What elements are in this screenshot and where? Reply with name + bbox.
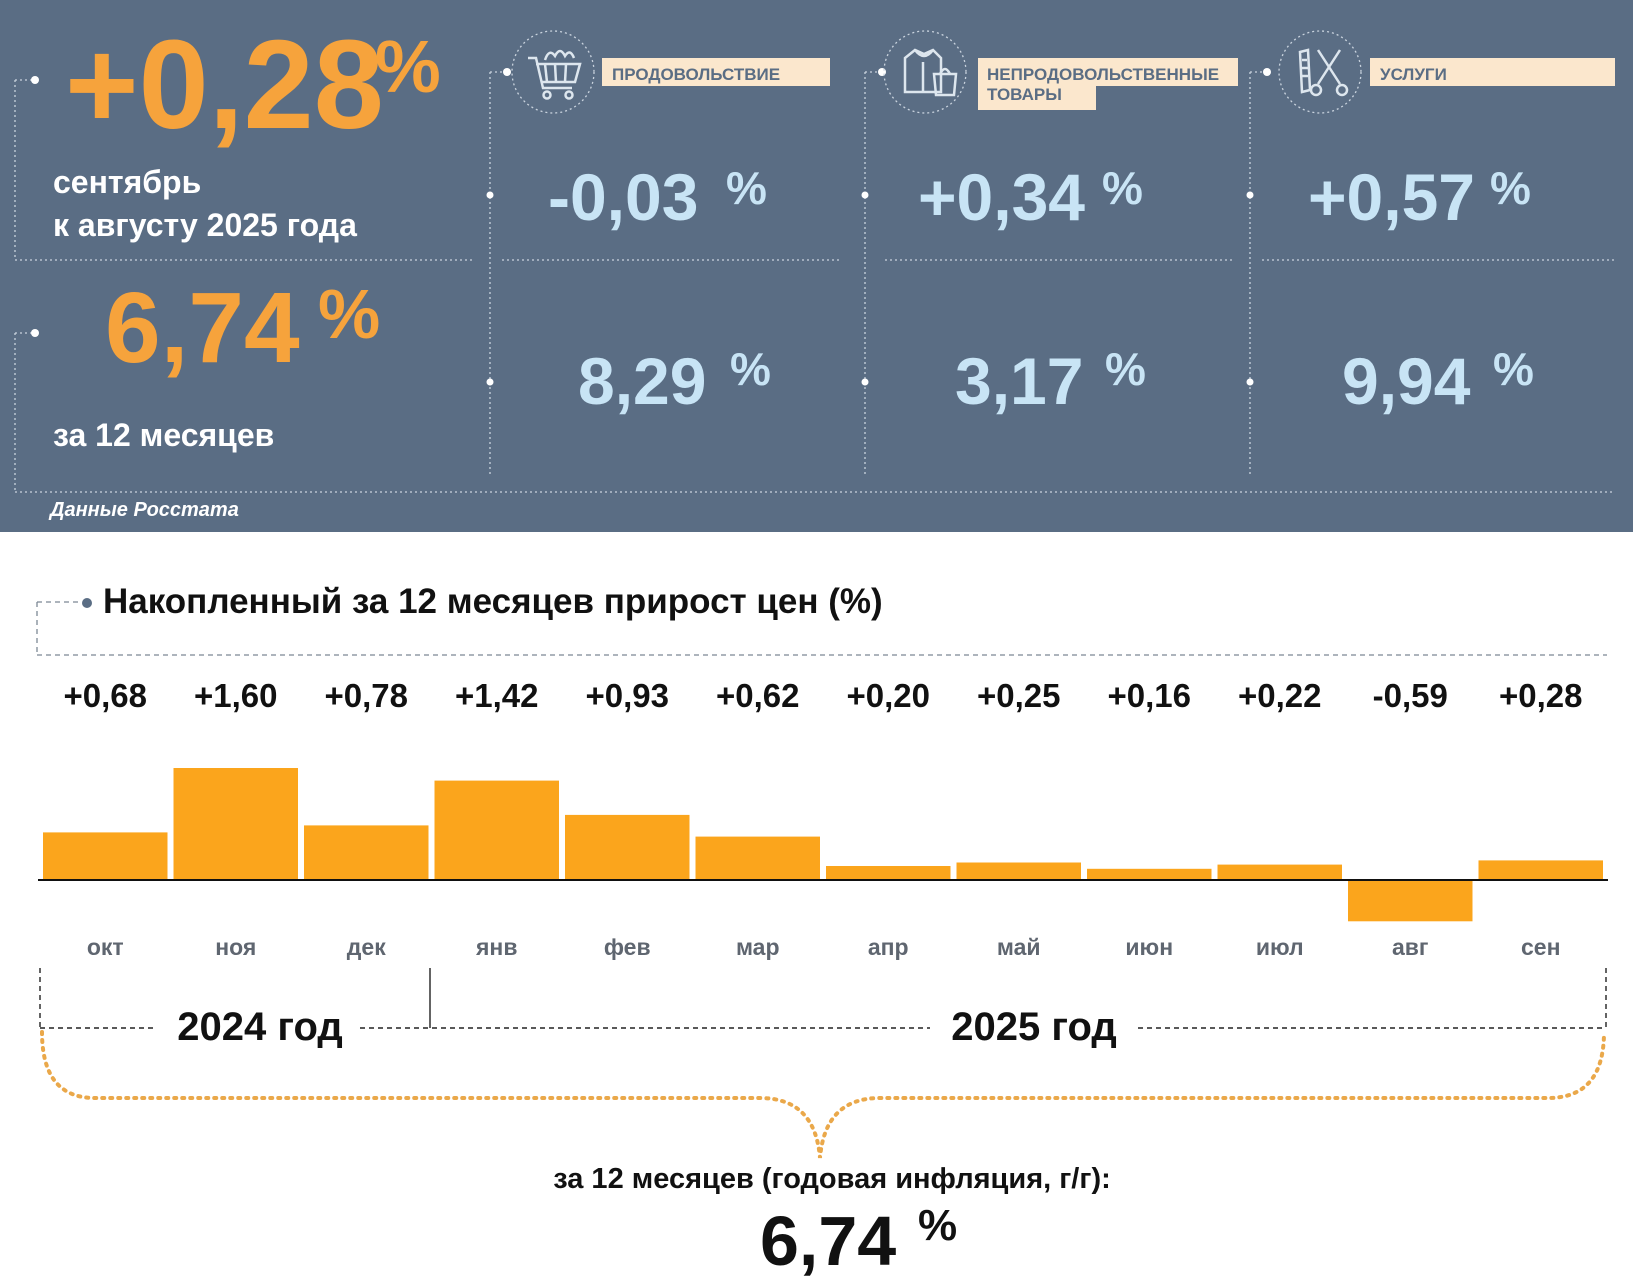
annual-caption: за 12 месяцев (53, 417, 274, 453)
month-label-дек: дек (347, 934, 386, 960)
value-label-фев: +0,93 (586, 677, 670, 714)
category-label-line2: ТОВАРЫ (987, 85, 1062, 104)
icon-ring (511, 30, 595, 114)
services-annual-value: 9,94 (1342, 344, 1471, 418)
monthly-caption-line2: к августу 2025 года (53, 207, 357, 243)
chart-title: Накопленный за 12 месяцев прирост цен (%… (103, 582, 883, 621)
month-label-ноя: ноя (215, 934, 256, 960)
annual-footer-caption: за 12 месяцев (годовая инфляция, г/г): (553, 1163, 1111, 1195)
month-label-авг: авг (1392, 934, 1429, 960)
value-label-янв: +1,42 (455, 677, 539, 714)
title-dot (82, 598, 92, 608)
month-label-сен: сен (1521, 934, 1560, 960)
bar-авг (1348, 880, 1473, 922)
monthly-inflation-value: +0,28 (65, 14, 384, 155)
panel-background (0, 0, 1633, 532)
food-monthly-value: -0,03 (548, 160, 698, 234)
month-label-окт: окт (87, 934, 124, 960)
food-annual-value: 8,29 (578, 344, 706, 418)
category-label-bg (1370, 58, 1615, 86)
value-label-дек: +0,78 (325, 677, 409, 714)
category-label-bg2 (978, 84, 1096, 110)
food-annual-unit: % (730, 343, 771, 395)
category-label: УСЛУГИ (1380, 65, 1447, 84)
value-label-июн: +0,16 (1108, 677, 1192, 714)
bar-дек (304, 825, 429, 880)
bar-июл (1217, 864, 1342, 880)
nonfood-annual-unit: % (1105, 343, 1146, 395)
frame-dots (31, 68, 1271, 386)
bar-фев (565, 814, 690, 880)
annual-footer-value: 6,74 (760, 1202, 896, 1280)
bar-июн (1087, 868, 1212, 880)
category-label-bg (978, 58, 1238, 86)
value-label-май: +0,25 (977, 677, 1061, 714)
category-nonfood: НЕПРОДОВОЛЬСТВЕННЫЕ ТОВАРЫ +0,34 % 3,17 … (883, 30, 1238, 418)
services-monthly-unit: % (1490, 162, 1531, 214)
annual-brace (40, 1030, 1606, 1159)
services-monthly-value: +0,57 (1308, 160, 1475, 234)
bar-ноя (173, 768, 298, 880)
bar-янв (434, 780, 559, 880)
value-label-июл: +0,22 (1238, 677, 1322, 714)
year-separators (39, 968, 1607, 1029)
category-label: ПРОДОВОЛЬСТВИЕ (612, 65, 780, 84)
annual-footer-unit: % (918, 1201, 957, 1250)
year-2024-label: 2024 год (177, 1005, 343, 1049)
month-label-июн: июн (1125, 934, 1173, 960)
year-2025-label: 2025 год (951, 1005, 1117, 1049)
month-label-янв: янв (475, 934, 517, 960)
icon-ring (883, 30, 967, 114)
bar-сен (1478, 860, 1603, 880)
month-labels: окт ноя дек янв фев мар апр май июн июл авг сен (87, 934, 1561, 960)
bars (43, 768, 1603, 922)
services-annual-unit: % (1493, 343, 1534, 395)
month-label-фев: фев (604, 934, 651, 960)
value-label-апр: +0,20 (847, 677, 931, 714)
monthly-caption-line1: сентябрь (53, 164, 201, 200)
annual-inflation-unit: % (318, 275, 380, 353)
bar-май (956, 862, 1081, 880)
bar-окт (43, 832, 168, 880)
summary-panel: +0,28 % сентябрь к августу 2025 года 6,7… (0, 0, 1633, 532)
panel-frame-lines (14, 71, 1615, 493)
category-label-bg (602, 58, 830, 86)
value-label-мар: +0,62 (716, 677, 800, 714)
value-labels: +0,68 +1,60 +0,78 +1,42 +0,93 +0,62 +0,20 +0,25… (64, 677, 1583, 714)
month-label-апр: апр (868, 934, 909, 960)
value-label-авг: -0,59 (1373, 677, 1448, 714)
source-note: Данные Росстата (48, 499, 239, 521)
shopping-cart-icon (528, 49, 582, 100)
monthly-inflation-unit: % (375, 25, 441, 108)
bar-мар (695, 836, 820, 880)
bar-апр (826, 866, 951, 880)
clothes-bag-icon (903, 48, 958, 97)
category-food: ПРОДОВОЛЬСТВИЕ -0,03 % 8,29 % (511, 30, 830, 418)
cumulative-price-growth-chart: Накопленный за 12 месяцев прирост цен (%… (36, 582, 1608, 1280)
value-label-сен: +0,28 (1499, 677, 1583, 714)
nonfood-annual-value: 3,17 (955, 344, 1083, 418)
nonfood-monthly-unit: % (1102, 162, 1143, 214)
category-services: УСЛУГИ +0,57 % 9,94 % (1278, 30, 1615, 418)
comb-scissors-icon (1298, 48, 1349, 97)
icon-ring (1278, 30, 1362, 114)
title-bracket (36, 601, 1607, 656)
value-label-окт: +0,68 (64, 677, 148, 714)
annual-inflation-value: 6,74 (105, 272, 300, 384)
month-label-май: май (997, 934, 1041, 960)
month-label-мар: мар (736, 934, 780, 960)
value-label-ноя: +1,60 (194, 677, 278, 714)
month-label-июл: июл (1256, 934, 1304, 960)
food-monthly-unit: % (726, 162, 767, 214)
nonfood-monthly-value: +0,34 (918, 160, 1085, 234)
category-label: НЕПРОДОВОЛЬСТВЕННЫЕ (987, 65, 1219, 84)
